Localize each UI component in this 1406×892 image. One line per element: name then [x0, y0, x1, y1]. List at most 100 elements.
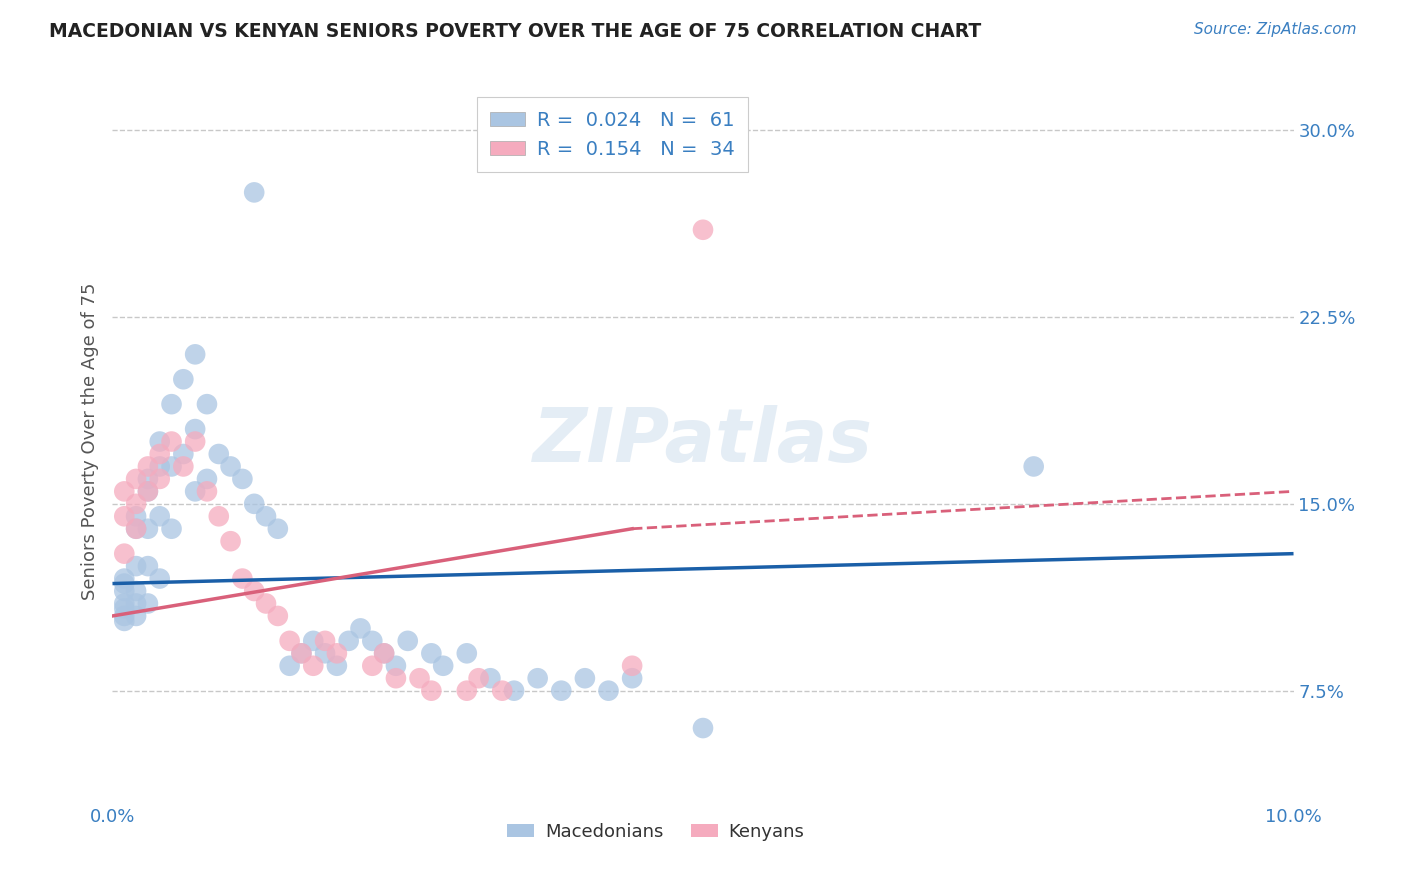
Point — [456, 646, 478, 660]
Point — [160, 434, 183, 449]
Point — [302, 658, 325, 673]
Point — [290, 646, 312, 660]
Point — [125, 522, 148, 536]
Point — [208, 509, 231, 524]
Point — [149, 447, 172, 461]
Point — [314, 633, 336, 648]
Point — [408, 671, 430, 685]
Point — [184, 434, 207, 449]
Point — [125, 497, 148, 511]
Point — [526, 671, 548, 685]
Point — [149, 572, 172, 586]
Point — [184, 347, 207, 361]
Point — [195, 484, 218, 499]
Point — [254, 509, 277, 524]
Point — [125, 509, 148, 524]
Point — [503, 683, 526, 698]
Point — [149, 472, 172, 486]
Y-axis label: Seniors Poverty Over the Age of 75: Seniors Poverty Over the Age of 75 — [80, 283, 98, 600]
Point — [112, 572, 135, 586]
Point — [267, 609, 290, 624]
Point — [621, 658, 644, 673]
Point — [112, 484, 135, 499]
Point — [112, 509, 135, 524]
Point — [136, 559, 159, 574]
Point — [112, 584, 135, 599]
Point — [125, 584, 148, 599]
Point — [112, 576, 135, 591]
Point — [136, 597, 159, 611]
Point — [219, 459, 242, 474]
Point — [420, 683, 443, 698]
Point — [160, 397, 183, 411]
Point — [125, 597, 148, 611]
Point — [467, 671, 489, 685]
Text: MACEDONIAN VS KENYAN SENIORS POVERTY OVER THE AGE OF 75 CORRELATION CHART: MACEDONIAN VS KENYAN SENIORS POVERTY OVE… — [49, 22, 981, 41]
Point — [337, 633, 360, 648]
Point — [290, 646, 312, 660]
Point — [243, 497, 266, 511]
Point — [195, 472, 218, 486]
Point — [385, 658, 408, 673]
Point — [112, 597, 135, 611]
Point — [243, 186, 266, 200]
Point — [491, 683, 513, 698]
Point — [184, 484, 207, 499]
Point — [420, 646, 443, 660]
Point — [136, 522, 159, 536]
Point — [550, 683, 572, 698]
Point — [314, 646, 336, 660]
Point — [621, 671, 644, 685]
Point — [136, 484, 159, 499]
Text: ZIPatlas: ZIPatlas — [533, 405, 873, 478]
Point — [172, 372, 194, 386]
Point — [302, 633, 325, 648]
Text: Source: ZipAtlas.com: Source: ZipAtlas.com — [1194, 22, 1357, 37]
Point — [278, 633, 301, 648]
Point — [125, 472, 148, 486]
Point — [326, 658, 349, 673]
Point — [432, 658, 454, 673]
Point — [326, 646, 349, 660]
Point — [149, 434, 172, 449]
Point — [195, 397, 218, 411]
Point — [149, 459, 172, 474]
Point — [692, 721, 714, 735]
Point — [396, 633, 419, 648]
Point — [1022, 459, 1045, 474]
Point — [125, 609, 148, 624]
Point — [243, 584, 266, 599]
Point — [479, 671, 502, 685]
Point — [373, 646, 395, 660]
Point — [361, 658, 384, 673]
Point — [136, 472, 159, 486]
Point — [361, 633, 384, 648]
Legend: Macedonians, Kenyans: Macedonians, Kenyans — [501, 815, 811, 848]
Point — [112, 609, 135, 624]
Point — [149, 509, 172, 524]
Point — [278, 658, 301, 673]
Point — [112, 614, 135, 628]
Point — [208, 447, 231, 461]
Point — [136, 459, 159, 474]
Point — [136, 484, 159, 499]
Point — [373, 646, 395, 660]
Point — [267, 522, 290, 536]
Point — [160, 522, 183, 536]
Point — [125, 522, 148, 536]
Point — [456, 683, 478, 698]
Point — [598, 683, 620, 698]
Point — [160, 459, 183, 474]
Point — [112, 601, 135, 615]
Point — [172, 447, 194, 461]
Point — [349, 621, 371, 635]
Point — [125, 559, 148, 574]
Point — [574, 671, 596, 685]
Point — [112, 547, 135, 561]
Point — [231, 572, 253, 586]
Point — [184, 422, 207, 436]
Point — [219, 534, 242, 549]
Point — [254, 597, 277, 611]
Point — [692, 223, 714, 237]
Point — [172, 459, 194, 474]
